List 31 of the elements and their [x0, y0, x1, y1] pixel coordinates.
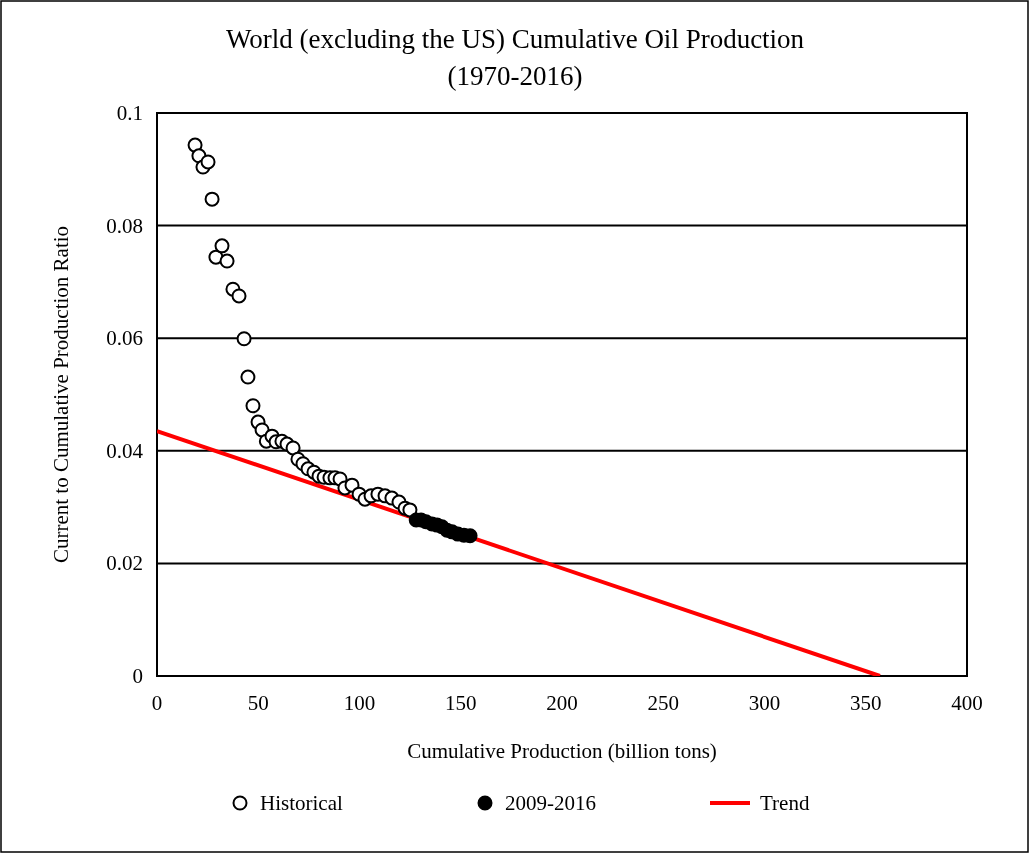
point — [219, 253, 235, 269]
point — [245, 398, 261, 414]
chart-subtitle: (1970-2016) — [447, 61, 583, 91]
point — [285, 440, 301, 456]
x-tick-label: 50 — [247, 691, 269, 715]
point — [214, 238, 230, 254]
point — [240, 369, 256, 385]
x-tick-label: 200 — [546, 691, 578, 715]
x-tick-label: 350 — [850, 691, 882, 715]
point — [231, 288, 247, 304]
y-axis-title: Current to Cumulative Production Ratio — [49, 225, 73, 564]
legend-label: Historical — [260, 791, 343, 815]
legend-label: Trend — [760, 791, 810, 815]
x-axis-title: Cumulative Production (billion tons) — [407, 739, 717, 763]
point — [236, 331, 252, 347]
x-tick-label: 400 — [951, 691, 983, 715]
y-tick-label: 0.02 — [106, 551, 143, 576]
y-tick-label: 0.08 — [106, 213, 143, 238]
y-tick-label: 0.06 — [106, 326, 143, 351]
chart-title: World (excluding the US) Cumulative Oil Production — [225, 24, 805, 54]
x-tick-label: 0 — [151, 691, 163, 715]
point — [200, 154, 216, 170]
y-tick-label: 0.04 — [106, 438, 144, 463]
x-tick-label: 100 — [343, 691, 376, 715]
y-tick-label: 0.1 — [116, 101, 143, 125]
x-tick-label: 300 — [748, 691, 781, 715]
x-tick-label: 250 — [647, 691, 679, 715]
legend-label: 2009-2016 — [505, 791, 596, 815]
x-tick-label: 150 — [445, 691, 477, 715]
y-tick-label: 0 — [132, 664, 143, 688]
point — [204, 191, 220, 207]
